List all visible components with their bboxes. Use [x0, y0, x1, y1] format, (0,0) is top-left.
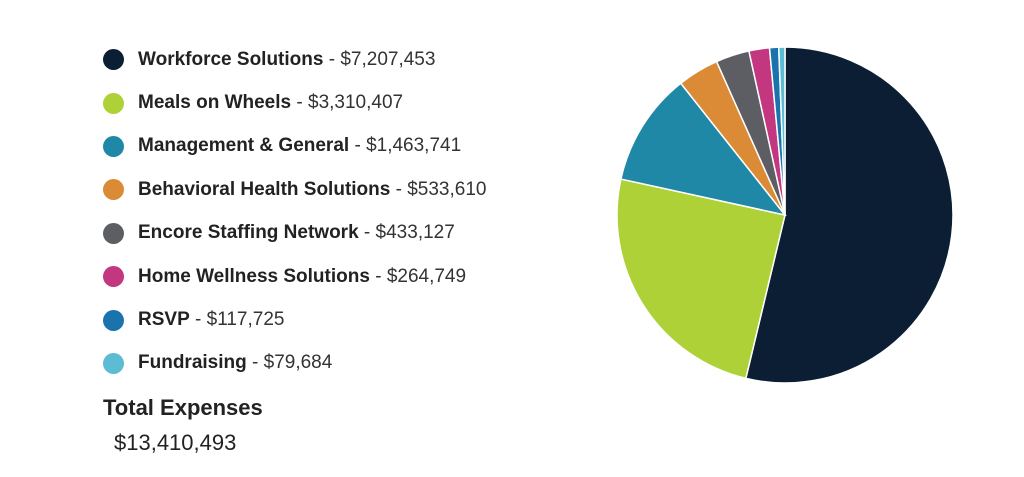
- legend-value: $533,610: [407, 178, 487, 200]
- legend-value: $117,725: [206, 309, 285, 331]
- legend-separator: -: [390, 178, 408, 200]
- legend-separator: -: [291, 92, 308, 114]
- legend-swatch: [103, 92, 124, 114]
- total-expenses-title: Total Expenses: [103, 395, 263, 420]
- legend-item: Behavioral Health Solutions - $533,610: [103, 168, 573, 211]
- legend-label: Encore Staffing Network: [138, 222, 359, 244]
- legend-swatch: [103, 266, 124, 288]
- legend-swatch: [103, 222, 124, 244]
- legend-item: Encore Staffing Network - $433,127: [103, 212, 573, 255]
- legend-swatch: [103, 352, 124, 374]
- legend-separator: -: [349, 135, 367, 157]
- legend-value: $79,684: [263, 352, 333, 374]
- legend-item: RSVP - $117,725: [103, 298, 573, 341]
- chart-legend: Workforce Solutions - $7,207,453 Meals on…: [103, 38, 573, 385]
- legend-item: Workforce Solutions - $7,207,453: [103, 38, 573, 81]
- pie-chart: [616, 46, 954, 384]
- legend-value: $1,463,741: [366, 135, 462, 157]
- legend-swatch: [103, 309, 124, 331]
- legend-label: Workforce Solutions: [138, 48, 324, 70]
- legend-separator: -: [369, 265, 387, 287]
- legend-swatch: [103, 179, 124, 201]
- legend-label: Fundraising: [138, 352, 247, 374]
- pie-slice: [777, 46, 786, 216]
- pie-slice: [619, 82, 787, 217]
- pie-slice: [744, 46, 954, 384]
- legend-item: Home Wellness Solutions - $264,749: [103, 255, 573, 298]
- legend-label: Behavioral Health Solutions: [138, 178, 391, 200]
- legend-separator: -: [323, 48, 341, 70]
- legend-value: $7,207,453: [340, 48, 436, 70]
- total-expenses-value: $13,410,493: [114, 430, 237, 455]
- legend-item: Meals on Wheels - $3,310,407: [103, 81, 573, 124]
- legend-value: $264,749: [386, 265, 467, 287]
- legend-value: $3,310,407: [308, 92, 404, 114]
- legend-label: RSVP: [138, 309, 190, 331]
- legend-separator: -: [189, 309, 207, 331]
- legend-separator: -: [358, 222, 376, 244]
- legend-swatch: [103, 49, 124, 71]
- legend-item: Management & General - $1,463,741: [103, 125, 573, 168]
- legend-label: Meals on Wheels: [138, 92, 292, 114]
- legend-item: Fundraising - $79,684: [103, 342, 573, 385]
- pie-slice: [616, 178, 786, 380]
- legend-separator: -: [246, 352, 264, 374]
- legend-label: Home Wellness Solutions: [138, 265, 370, 287]
- legend-value: $433,127: [375, 222, 455, 244]
- legend-swatch: [103, 135, 124, 157]
- legend-label: Management & General: [138, 135, 350, 157]
